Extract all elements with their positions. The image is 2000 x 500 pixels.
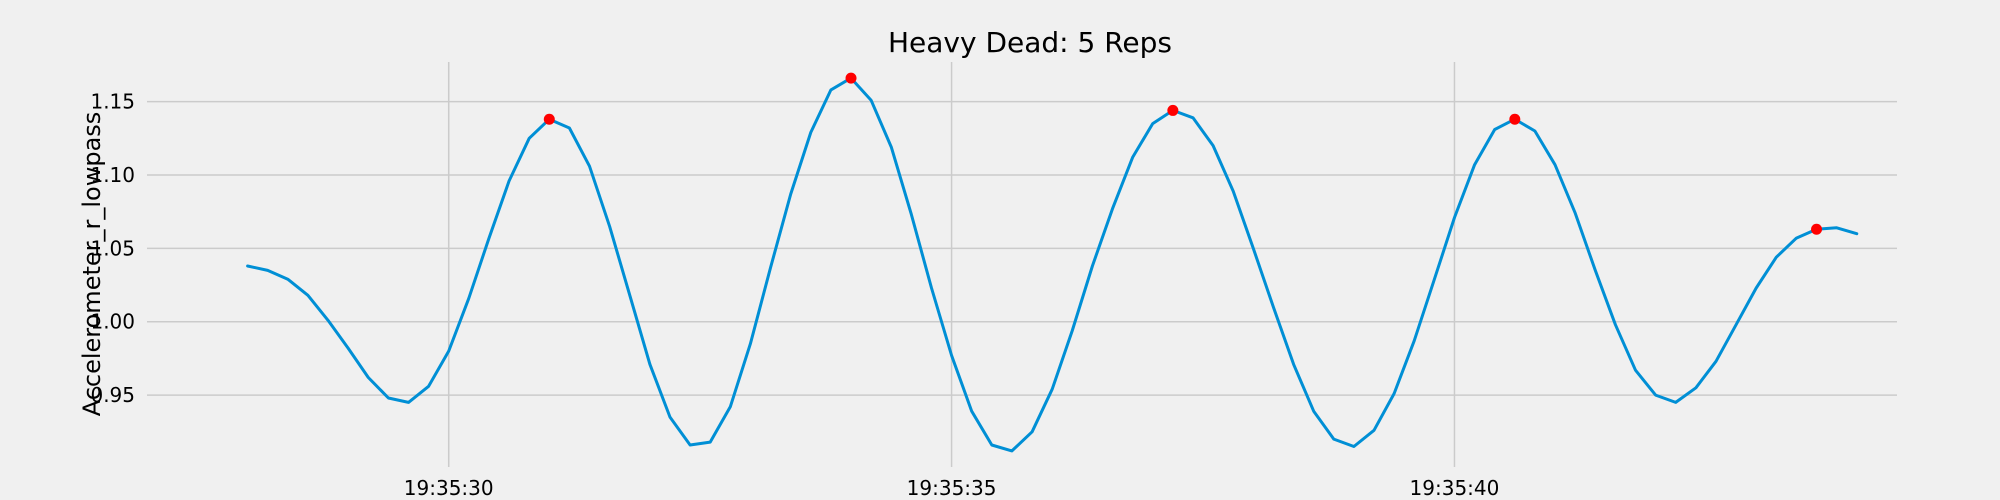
y-axis-ticks: 0.95 1.00 1.05 1.10 1.15 [90,90,135,407]
y-tick-label: 1.00 [90,310,135,334]
plot-area [147,62,1897,467]
peak-marker [543,113,555,125]
y-tick-label: 0.95 [90,383,135,407]
y-tick-label: 1.15 [90,90,135,114]
x-tick-label: 19:35:35 [907,476,997,500]
peak-marker [1509,113,1521,125]
y-tick-label: 1.10 [90,163,135,187]
x-axis-ticks: 19:35:30 19:35:35 19:35:40 [404,476,1500,500]
series-line [246,76,1859,453]
chart-title: Heavy Dead: 5 Reps [888,26,1172,59]
y-tick-label: 1.05 [90,236,135,260]
x-tick-label: 19:35:40 [1410,476,1500,500]
peak-marker [1167,104,1179,116]
series-layer [246,76,1859,453]
peak-marker [1811,223,1823,235]
peak-markers [543,72,1823,235]
x-tick-label: 19:35:30 [404,476,494,500]
peak-marker [845,72,857,84]
grid [147,62,1897,467]
y-axis-label: Accelerometer_r_lowpass [78,112,106,417]
